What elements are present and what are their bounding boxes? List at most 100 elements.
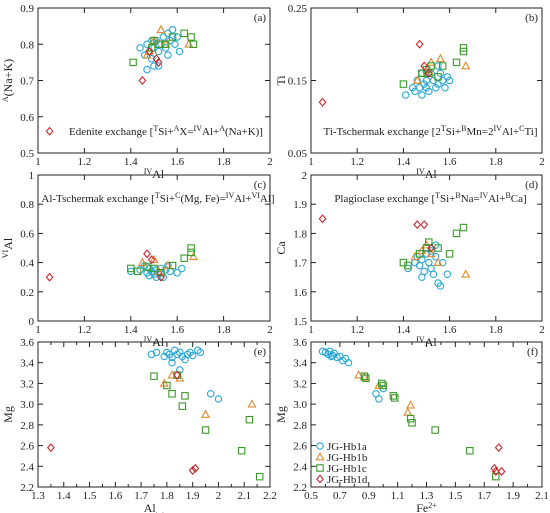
x-tick-label: 1.9 (506, 490, 520, 502)
legend-marker (316, 464, 324, 472)
series-JG-Hb1d (45, 46, 163, 136)
data-point (129, 58, 137, 67)
x-tick-label: 1.6 (443, 324, 457, 336)
y-tick-label: 0.15 (288, 76, 308, 88)
series-JG-Hb1d (318, 39, 433, 107)
annotation-run: Plagioclase exchange [ (334, 193, 435, 205)
y-tick-label: 2.8 (293, 420, 307, 432)
data-point (154, 62, 163, 70)
data-point (138, 75, 147, 86)
y-axis-label: A(Na+K) (1, 59, 16, 102)
data-point (375, 395, 383, 403)
data-point (214, 395, 223, 403)
annotation-run: IV (226, 191, 235, 200)
data-point (206, 390, 215, 398)
annotation-run: Edenite exchange [ (69, 126, 154, 138)
annotation-run: Al+ (502, 126, 519, 138)
data-point (433, 257, 443, 266)
data-point (406, 414, 415, 423)
annotation-run: Al+ (488, 193, 505, 205)
y-tick-label: 3.4 (20, 358, 34, 370)
annotation-run: IV (480, 191, 489, 200)
data-point (255, 472, 264, 481)
legend-marker (316, 474, 324, 484)
panel-f: 0.5 0.7 0.9 1.1 1.3 1.5 1.7 1.9 2.1 2.2 2.4 2.6 2.8 3… (274, 337, 549, 513)
data-point (178, 402, 187, 410)
annotation-run: (Mg, Fe)= (180, 193, 225, 205)
x-tick-label: 1 (308, 156, 314, 168)
y-tick-label: 0.5 (20, 148, 34, 160)
y-axis-label: Ca (274, 241, 288, 255)
data-point (173, 370, 182, 380)
data-point (434, 62, 442, 70)
data-point (425, 238, 433, 246)
data-point (328, 351, 337, 360)
data-point (429, 270, 438, 279)
exchange-annotation: Edenite exchange [TSi+AX=IVAl+A(Na+K)] (69, 124, 263, 139)
x-tick-label: 2.1 (237, 490, 251, 502)
y-tick-label: 1.7 (293, 258, 307, 270)
data-point (154, 40, 163, 48)
data-point (191, 463, 200, 473)
x-tick-label: 1.6 (170, 324, 184, 336)
y-tick-label: 0.8 (20, 199, 34, 211)
annotation-run: IV (194, 124, 203, 133)
annotation-run: Al+ (234, 193, 251, 205)
y-tick-label: 0.25 (288, 3, 308, 15)
annotation-run: Si+ (158, 126, 173, 138)
exchange-annotation: Ti-Tschermak exchange [2TSi+BMn=2IVAl+CT… (323, 124, 537, 139)
annotation-run: Si+ (446, 126, 461, 138)
data-point (143, 65, 151, 74)
legend-label: JG-Hb1a (327, 441, 367, 453)
y-tick-label: 1.9 (293, 199, 307, 211)
data-point (418, 91, 426, 99)
x-tick-label: 1.4 (57, 490, 71, 502)
data-point (497, 466, 506, 477)
x-tick-label: 1.8 (489, 156, 503, 168)
data-point (452, 58, 461, 67)
legend-marker (315, 452, 325, 461)
data-point (399, 80, 408, 88)
y-tick-label: 2 (302, 170, 308, 182)
data-point (45, 126, 54, 136)
annotation-run: T (155, 191, 160, 200)
data-point (445, 76, 454, 85)
annotation-run: Ti] (524, 126, 537, 138)
x-tick-label: 1.7 (477, 490, 491, 502)
data-point (377, 379, 386, 388)
data-point (435, 53, 445, 63)
data-point (459, 223, 468, 232)
data-point (434, 80, 442, 88)
series-JG-Hb1a (401, 62, 454, 99)
data-point (389, 392, 398, 400)
annotation-run: T (435, 191, 440, 200)
x-axis-label: IVAl (416, 167, 437, 182)
data-point (408, 419, 416, 427)
annotation-run: Al (425, 167, 438, 181)
data-point (443, 270, 452, 279)
data-point (147, 255, 156, 265)
legend-marker (316, 442, 324, 450)
y-tick-label: 0.8 (20, 39, 34, 51)
exchange-annotation: Plagioclase exchange [TSi+BNa=IVAl+BCa] (334, 191, 526, 206)
y-tick-label: 3.2 (293, 378, 307, 390)
y-axis-label: VIAl (1, 237, 16, 258)
y-tick-label: 0.6 (20, 112, 34, 124)
data-point (459, 44, 468, 52)
x-tick-label: 2 (267, 324, 273, 336)
y-tick-label: 1.6 (293, 287, 307, 299)
data-point (344, 358, 353, 367)
panel-tag: (e) (254, 346, 267, 358)
x-tick-label: 1.4 (397, 156, 411, 168)
x-tick-label: 1.3 (420, 490, 434, 502)
annotation-run: C (519, 124, 524, 133)
legend-label: JG-Hb1b (327, 452, 368, 464)
data-point (159, 33, 168, 41)
data-point (420, 220, 429, 230)
series-JG-Hb1d (45, 249, 165, 282)
annotation-run: A (219, 124, 225, 133)
y-tick-label: 1.8 (293, 228, 307, 240)
data-point (436, 282, 445, 290)
annotation-run: Fe (416, 501, 428, 513)
data-point (187, 244, 195, 252)
